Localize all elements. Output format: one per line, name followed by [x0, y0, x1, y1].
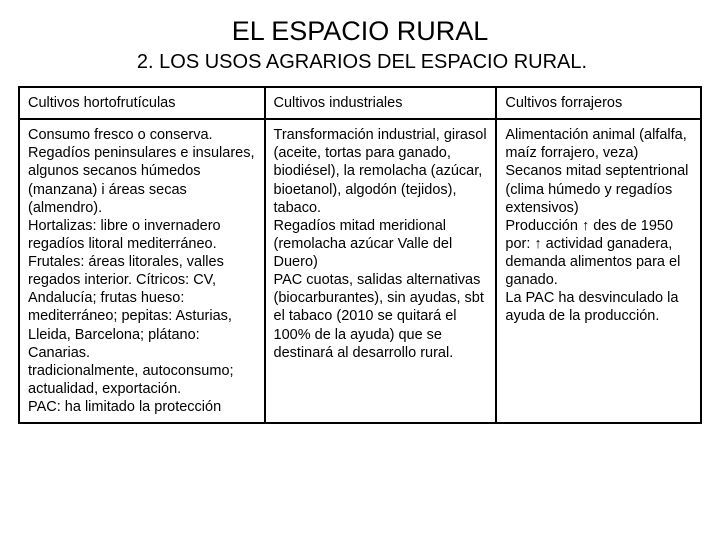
- page-subtitle: 2. LOS USOS AGRARIOS DEL ESPACIO RURAL.: [18, 51, 702, 74]
- table-cell: Transformación industrial, girasol (acei…: [265, 119, 497, 423]
- table-cell: Consumo fresco o conserva.Regadíos penin…: [19, 119, 265, 423]
- table-header: Cultivos forrajeros: [496, 87, 701, 119]
- page-title: EL ESPACIO RURAL: [18, 16, 702, 47]
- table-header: Cultivos hortofrutículas: [19, 87, 265, 119]
- table-cell: Alimentación animal (alfalfa, maíz forra…: [496, 119, 701, 423]
- table-header: Cultivos industriales: [265, 87, 497, 119]
- crops-table: Cultivos hortofrutículas Cultivos indust…: [18, 86, 702, 424]
- table-row: Cultivos hortofrutículas Cultivos indust…: [19, 87, 701, 119]
- table-row: Consumo fresco o conserva.Regadíos penin…: [19, 119, 701, 423]
